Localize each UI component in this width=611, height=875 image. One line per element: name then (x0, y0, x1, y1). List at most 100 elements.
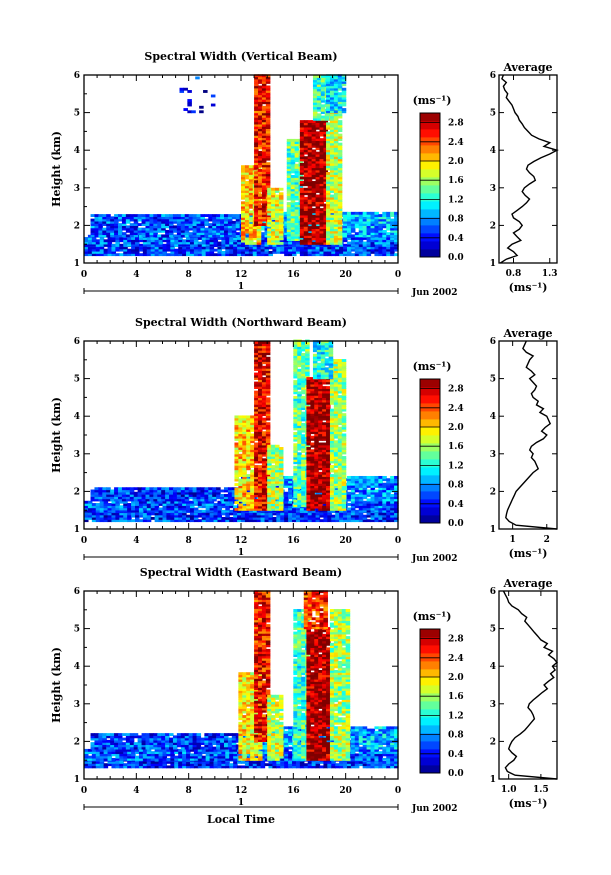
heatmap-cell (95, 514, 101, 518)
heatmap-cell (242, 465, 247, 468)
heatmap-cell (180, 218, 186, 222)
heatmap-cell (337, 178, 343, 182)
heatmap-cell (337, 187, 343, 191)
heatmap-cell (323, 158, 328, 162)
heatmap-cell (315, 194, 321, 198)
heatmap-cell (315, 167, 321, 171)
heatmap-cell (290, 184, 296, 187)
heatmap-cell (170, 250, 175, 254)
heatmap-cell (254, 132, 259, 136)
heatmap-cell (221, 253, 226, 257)
heatmap-cell (329, 101, 335, 105)
heatmap-cell (275, 219, 280, 223)
heatmap-cell (298, 179, 304, 183)
heatmap-cell (290, 154, 296, 158)
heatmap-cell (265, 166, 271, 170)
heatmap-cell (337, 169, 343, 173)
heatmap-cell (118, 489, 123, 493)
heatmap-cell (333, 230, 339, 234)
heatmap-cell (315, 131, 321, 135)
heatmap-cell (329, 138, 335, 142)
heatmap-cell (261, 198, 267, 202)
heatmap-cell (153, 227, 158, 231)
heatmap-cell (329, 169, 335, 173)
heatmap-cell (229, 512, 234, 516)
heatmap-cell (137, 218, 143, 222)
heatmap-cell (268, 253, 274, 257)
heatmap-cell (261, 379, 267, 383)
heatmap-cell (331, 514, 336, 518)
heatmap-cell (278, 232, 284, 236)
heatmap-cell (299, 129, 305, 132)
heatmap-cell (186, 243, 191, 247)
heatmap-cell (221, 503, 226, 506)
heatmap-cell (115, 239, 120, 243)
heatmap-cell (278, 241, 284, 245)
heatmap-cell (299, 120, 305, 123)
heatmap-cell (278, 208, 284, 211)
heatmap-cell (250, 424, 255, 428)
heatmap-cell (254, 404, 259, 408)
heatmap-cell (276, 519, 281, 523)
heatmap-cell (271, 192, 276, 196)
heatmap-cell (135, 507, 140, 511)
heatmap-cell (133, 487, 139, 491)
heatmap-cell (362, 494, 368, 497)
heatmap-cell (258, 363, 263, 367)
heatmap-cell (362, 485, 368, 488)
heatmap-cell (258, 442, 263, 446)
heatmap-cell (238, 471, 243, 475)
heatmap-cell (103, 514, 109, 518)
heatmap-cell (261, 83, 267, 87)
heatmap-cell (261, 447, 267, 450)
heatmap-cell (326, 142, 331, 146)
heatmap-cell (248, 203, 254, 207)
heatmap-cell (299, 167, 305, 171)
heatmap-cell (123, 500, 128, 504)
heatmap-cell (192, 232, 198, 236)
heatmap-cell (244, 190, 250, 193)
heatmap-cell (170, 509, 175, 513)
heatmap-cell (110, 220, 115, 224)
heatmap-cell (91, 512, 97, 516)
heatmap-cell (320, 115, 326, 119)
heatmap-cell (178, 509, 183, 513)
heatmap-cell (271, 208, 276, 211)
heatmap-cell (248, 172, 254, 175)
heatmap-cell (258, 489, 263, 493)
heatmap-cell (248, 239, 254, 243)
heatmap-cell (326, 108, 331, 111)
heatmap-cell (261, 390, 267, 394)
heatmap-cell (337, 226, 343, 230)
heatmap-cell (294, 184, 300, 187)
heatmap-cell (125, 496, 131, 500)
heatmap-cell (323, 183, 328, 187)
heatmap-cell (256, 241, 262, 245)
heatmap-cell (234, 428, 239, 432)
heatmap-cell (254, 354, 259, 358)
heatmap-cell (299, 151, 305, 155)
heatmap-cell (333, 185, 339, 189)
heatmap-cell (307, 169, 313, 173)
heatmap-cell (225, 250, 230, 254)
heatmap-cell (267, 196, 272, 200)
heatmap-cell (299, 138, 305, 142)
heatmap-cell (346, 229, 352, 233)
heatmap-cell (248, 210, 254, 214)
heatmap-cell (250, 447, 255, 450)
heatmap-cell (311, 126, 317, 130)
heatmap-cell (370, 500, 376, 504)
heatmap-cell (299, 135, 305, 139)
heatmap-cell (333, 81, 339, 84)
heatmap-cell (354, 232, 360, 236)
heatmap-cell (188, 232, 194, 236)
heatmap-cell (209, 503, 215, 506)
heatmap-cell (303, 120, 309, 123)
heatmap-cell (258, 415, 263, 419)
heatmap-cell (246, 474, 251, 477)
heatmap-cell (275, 210, 280, 214)
heatmap-cell (378, 509, 383, 513)
heatmap-cell (390, 500, 395, 504)
heatmap-cell (311, 199, 317, 202)
heatmap-cell (161, 234, 166, 238)
